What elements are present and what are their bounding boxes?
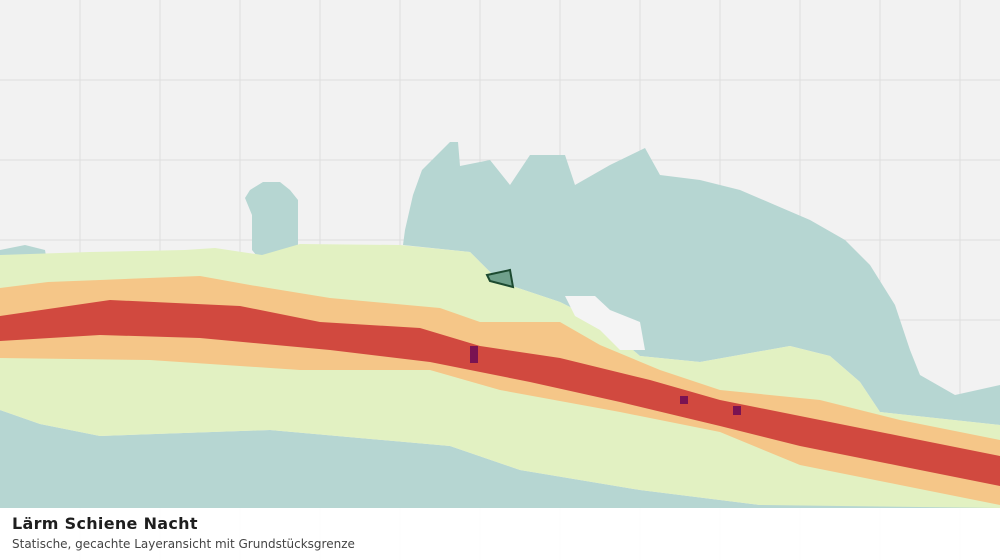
map-gap xyxy=(565,296,645,350)
legend-footer: Lärm Schiene Nacht Statische, gecachte L… xyxy=(0,508,1000,560)
noise-zone-extreme xyxy=(733,406,741,415)
noise-zone-low xyxy=(0,410,1000,508)
layer-subtitle: Statische, gecachte Layeransicht mit Gru… xyxy=(12,537,355,551)
layer-title: Lärm Schiene Nacht xyxy=(12,514,198,533)
noise-zone-low xyxy=(245,182,298,262)
parcel-boundary xyxy=(485,268,515,289)
noise-zone-very-high xyxy=(0,300,1000,486)
noise-zone-extreme xyxy=(470,346,478,363)
noise-zone-extreme xyxy=(680,396,688,404)
noise-zone-low xyxy=(403,142,1000,425)
